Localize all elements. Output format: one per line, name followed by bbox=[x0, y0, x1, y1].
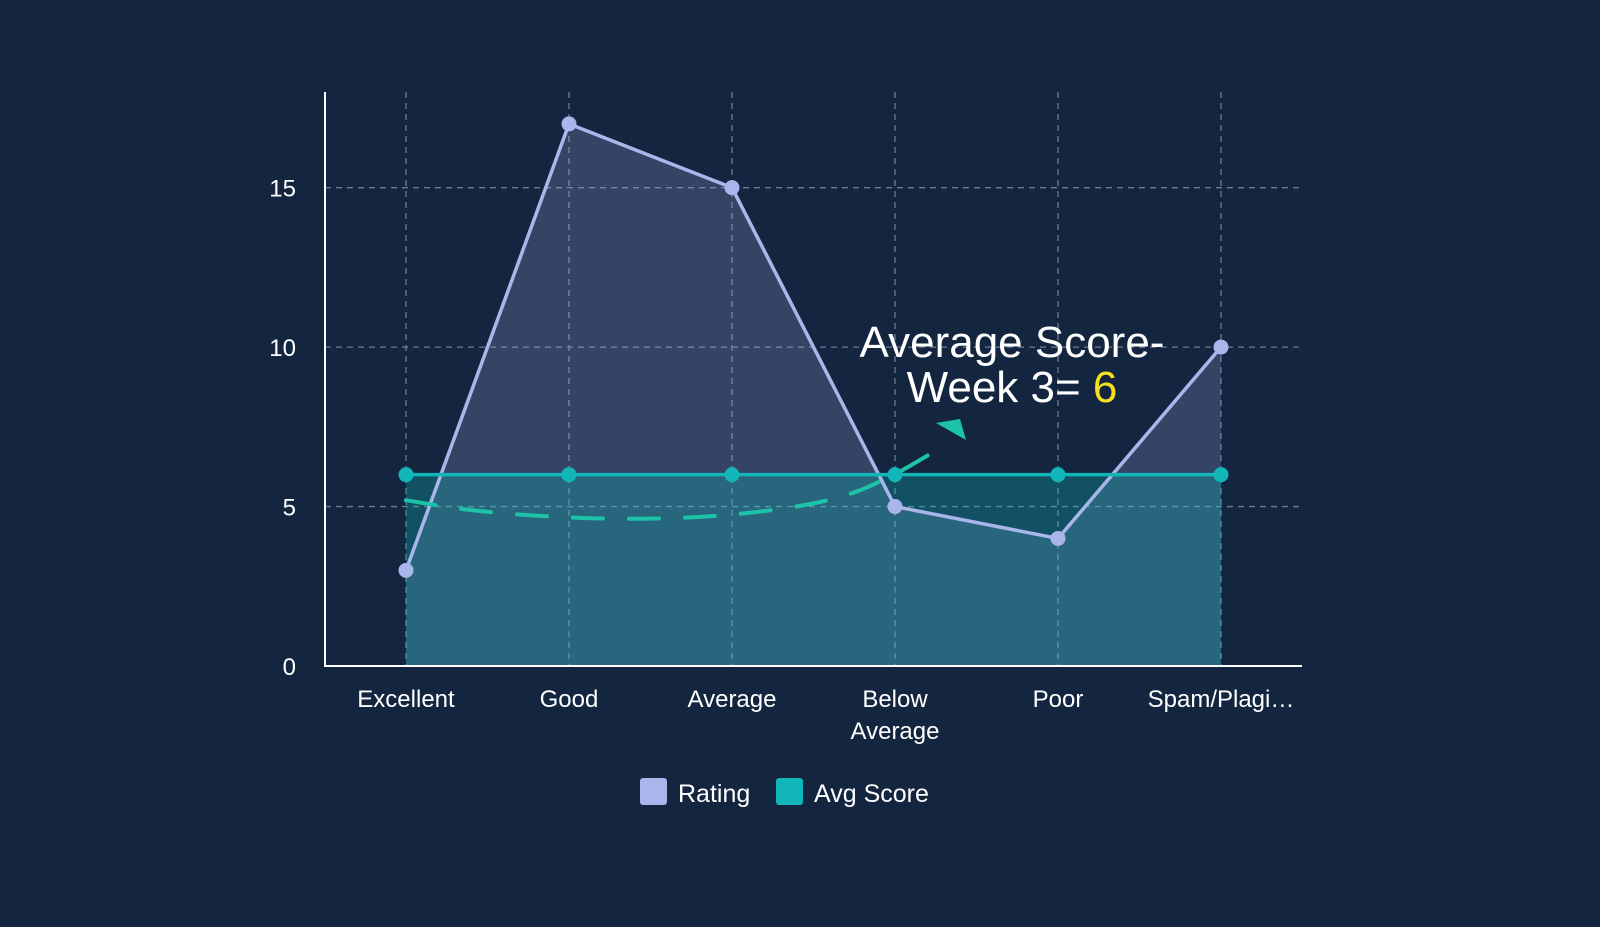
axes bbox=[324, 92, 1302, 667]
series-points bbox=[398, 116, 1229, 578]
point-avg-score bbox=[1050, 467, 1066, 483]
legend-label-rating: Rating bbox=[678, 780, 750, 808]
point-rating bbox=[398, 562, 414, 578]
area-rating bbox=[406, 123, 1221, 666]
annotation-line-2: Week 3= 6 bbox=[907, 363, 1118, 412]
tick-labels: 0 5 10 15 Excellent Good Average Below Average Po… bbox=[269, 176, 1294, 745]
point-rating bbox=[887, 499, 903, 515]
area-avg-score bbox=[406, 474, 1221, 666]
annotation-arrowhead bbox=[936, 419, 966, 440]
y-tick-label: 15 bbox=[269, 176, 296, 203]
x-tick-label: Excellent bbox=[357, 686, 455, 713]
legend-label-avg-score: Avg Score bbox=[814, 780, 929, 808]
x-tick-label: Average bbox=[851, 718, 940, 745]
point-avg-score bbox=[724, 467, 740, 483]
point-avg-score bbox=[1213, 467, 1229, 483]
x-tick-label: Spam/Plagi… bbox=[1148, 686, 1295, 713]
annotation-week-label: Week 3= bbox=[907, 363, 1093, 412]
point-rating bbox=[561, 116, 577, 132]
point-rating bbox=[1050, 530, 1066, 546]
point-avg-score bbox=[561, 467, 577, 483]
x-tick-label: Good bbox=[540, 686, 599, 713]
series-areas bbox=[406, 123, 1221, 666]
line-rating bbox=[404, 122, 1223, 571]
x-tick-label: Average bbox=[688, 686, 777, 713]
y-tick-label: 10 bbox=[269, 335, 296, 362]
point-avg-score bbox=[398, 467, 414, 483]
y-tick-label: 5 bbox=[283, 495, 296, 522]
legend: Rating Avg Score bbox=[640, 778, 929, 808]
point-rating bbox=[724, 180, 740, 196]
legend-swatch-rating bbox=[640, 778, 667, 805]
annotation: Average Score- Week 3= 6 bbox=[404, 318, 1165, 521]
legend-swatch-avg-score bbox=[776, 778, 803, 805]
y-tick-label: 0 bbox=[283, 654, 296, 681]
series-lines bbox=[404, 122, 1223, 571]
point-rating bbox=[1213, 339, 1229, 355]
annotation-trend-curve bbox=[404, 453, 930, 521]
x-tick-label: Below bbox=[862, 686, 928, 713]
x-tick-label: Poor bbox=[1033, 686, 1084, 713]
point-avg-score bbox=[887, 467, 903, 483]
annotation-line-1: Average Score- bbox=[860, 318, 1165, 367]
annotation-value: 6 bbox=[1093, 363, 1117, 412]
